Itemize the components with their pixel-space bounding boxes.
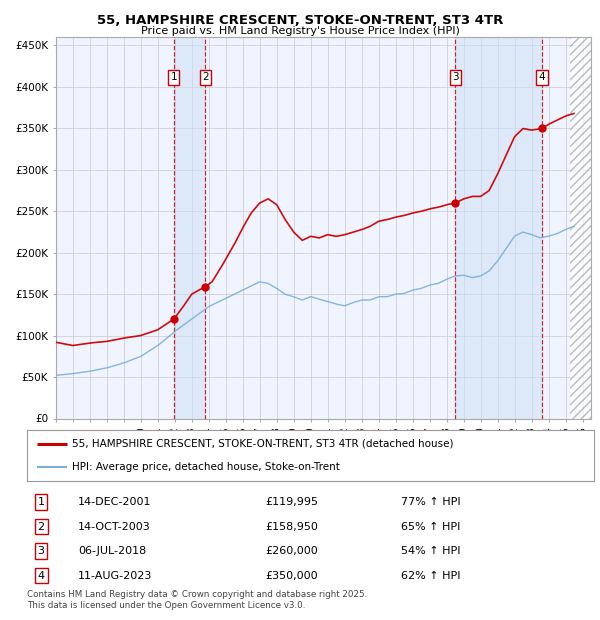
Text: 55, HAMPSHIRE CRESCENT, STOKE-ON-TRENT, ST3 4TR (detached house): 55, HAMPSHIRE CRESCENT, STOKE-ON-TRENT, …	[73, 439, 454, 449]
Text: 3: 3	[452, 73, 458, 82]
Text: £119,995: £119,995	[265, 497, 318, 507]
Text: 4: 4	[539, 73, 545, 82]
Text: 54% ↑ HPI: 54% ↑ HPI	[401, 546, 461, 556]
Text: £260,000: £260,000	[265, 546, 318, 556]
Text: 1: 1	[170, 73, 177, 82]
Text: £350,000: £350,000	[265, 570, 318, 581]
Text: 1: 1	[38, 497, 44, 507]
Bar	[174, 37, 205, 418]
Text: 2: 2	[202, 73, 208, 82]
Text: 3: 3	[38, 546, 44, 556]
Text: 06-JUL-2018: 06-JUL-2018	[78, 546, 146, 556]
Text: Price paid vs. HM Land Registry's House Price Index (HPI): Price paid vs. HM Land Registry's House …	[140, 26, 460, 36]
Text: 14-OCT-2003: 14-OCT-2003	[78, 521, 151, 531]
Bar	[570, 37, 591, 418]
Bar	[455, 37, 542, 418]
Text: 55, HAMPSHIRE CRESCENT, STOKE-ON-TRENT, ST3 4TR: 55, HAMPSHIRE CRESCENT, STOKE-ON-TRENT, …	[97, 14, 503, 27]
Text: £158,950: £158,950	[265, 521, 318, 531]
Text: HPI: Average price, detached house, Stoke-on-Trent: HPI: Average price, detached house, Stok…	[73, 462, 340, 472]
Text: 14-DEC-2001: 14-DEC-2001	[78, 497, 152, 507]
Text: 65% ↑ HPI: 65% ↑ HPI	[401, 521, 461, 531]
Text: 4: 4	[38, 570, 45, 581]
Text: 11-AUG-2023: 11-AUG-2023	[78, 570, 152, 581]
Text: 62% ↑ HPI: 62% ↑ HPI	[401, 570, 461, 581]
Text: Contains HM Land Registry data © Crown copyright and database right 2025.
This d: Contains HM Land Registry data © Crown c…	[27, 590, 367, 609]
Text: 77% ↑ HPI: 77% ↑ HPI	[401, 497, 461, 507]
Text: 2: 2	[38, 521, 45, 531]
